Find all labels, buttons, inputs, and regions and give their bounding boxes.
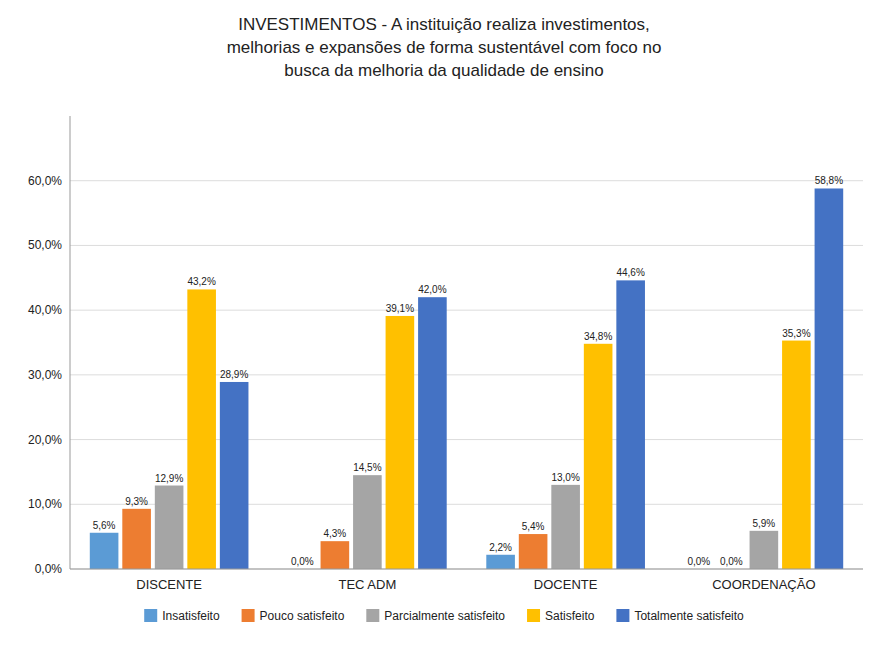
bar (155, 486, 184, 569)
bars (90, 188, 843, 569)
data-label: 0,0% (720, 556, 743, 567)
title-line: INVESTIMENTOS - A instituição realiza in… (238, 15, 650, 34)
data-label: 0,0% (291, 556, 314, 567)
title-line: busca da melhoria da qualidade de ensino (284, 61, 603, 80)
data-label: 35,3% (782, 328, 810, 339)
bar (353, 475, 382, 569)
x-tick-label: COORDENAÇÃO (712, 577, 815, 592)
data-label: 12,9% (155, 473, 183, 484)
bar (815, 188, 844, 569)
legend-label: Satisfeito (545, 609, 595, 623)
legend-label: Parcialmente satisfeito (384, 609, 505, 623)
data-label: 58,8% (815, 175, 843, 186)
data-labels: 5,6% 0,0% 2,2% 0,0% 9,3% 4,3% 5,4% 0,0% 12,9% 14,… (93, 175, 843, 567)
legend-label: Insatisfeito (162, 609, 220, 623)
x-axis-line (70, 569, 863, 570)
bar (321, 541, 350, 569)
legend-swatch (144, 609, 157, 622)
bar (584, 344, 613, 569)
bar (519, 534, 548, 569)
bar (616, 280, 645, 569)
y-tick-label: 50,0% (28, 238, 62, 252)
data-label: 28,9% (220, 369, 248, 380)
data-label: 44,6% (616, 267, 644, 278)
legend-item: Totalmente satisfeito (616, 609, 744, 623)
bar (782, 341, 811, 569)
chart: INVESTIMENTOS - A instituição realiza in… (0, 0, 888, 664)
legend-swatch (616, 609, 629, 622)
data-label: 0,0% (687, 556, 710, 567)
legend-item: Parcialmente satisfeito (366, 609, 505, 623)
bar (750, 531, 779, 569)
legend-item: Insatisfeito (144, 609, 220, 623)
bar (486, 555, 515, 569)
legend-item: Satisfeito (527, 609, 595, 623)
x-tick-label: TEC ADM (338, 577, 396, 592)
bar (386, 316, 415, 569)
legend-label: Totalmente satisfeito (634, 609, 744, 623)
y-tick-label: 40,0% (28, 303, 62, 317)
data-label: 5,9% (752, 518, 775, 529)
data-label: 2,2% (489, 542, 512, 553)
x-tick-label: DOCENTE (534, 577, 598, 592)
data-label: 42,0% (418, 284, 446, 295)
title: INVESTIMENTOS - A instituição realiza in… (227, 15, 662, 80)
y-tick-label: 0,0% (35, 562, 63, 576)
bar (551, 485, 580, 569)
legend-item: Pouco satisfeito (242, 609, 345, 623)
data-label: 14,5% (353, 462, 381, 473)
data-label: 5,4% (522, 521, 545, 532)
title-line: melhorias e expansões de forma sustentáv… (227, 38, 662, 57)
data-label: 13,0% (551, 472, 579, 483)
bar (220, 382, 249, 569)
bar (122, 509, 151, 569)
legend-swatch (527, 609, 540, 622)
data-label: 4,3% (323, 528, 346, 539)
y-axis-line (70, 116, 71, 569)
data-label: 34,8% (584, 331, 612, 342)
legend-swatch (366, 609, 379, 622)
y-tick-label: 20,0% (28, 433, 62, 447)
data-label: 5,6% (93, 520, 116, 531)
legend-swatch (242, 609, 255, 622)
data-label: 43,2% (187, 276, 215, 287)
bar (187, 289, 216, 569)
y-tick-label: 60,0% (28, 174, 62, 188)
bar (418, 297, 447, 569)
legend: Insatisfeito Pouco satisfeito Parcialmente… (144, 609, 744, 623)
grid-line (70, 180, 863, 181)
grid-line (70, 245, 863, 246)
bar (90, 533, 119, 569)
y-tick-label: 30,0% (28, 368, 62, 382)
data-label: 39,1% (386, 303, 414, 314)
grid-line (70, 569, 863, 570)
x-tick-label: DISCENTE (136, 577, 202, 592)
y-tick-label: 10,0% (28, 497, 62, 511)
legend-label: Pouco satisfeito (260, 609, 345, 623)
data-label: 9,3% (125, 496, 148, 507)
grid (70, 181, 863, 569)
